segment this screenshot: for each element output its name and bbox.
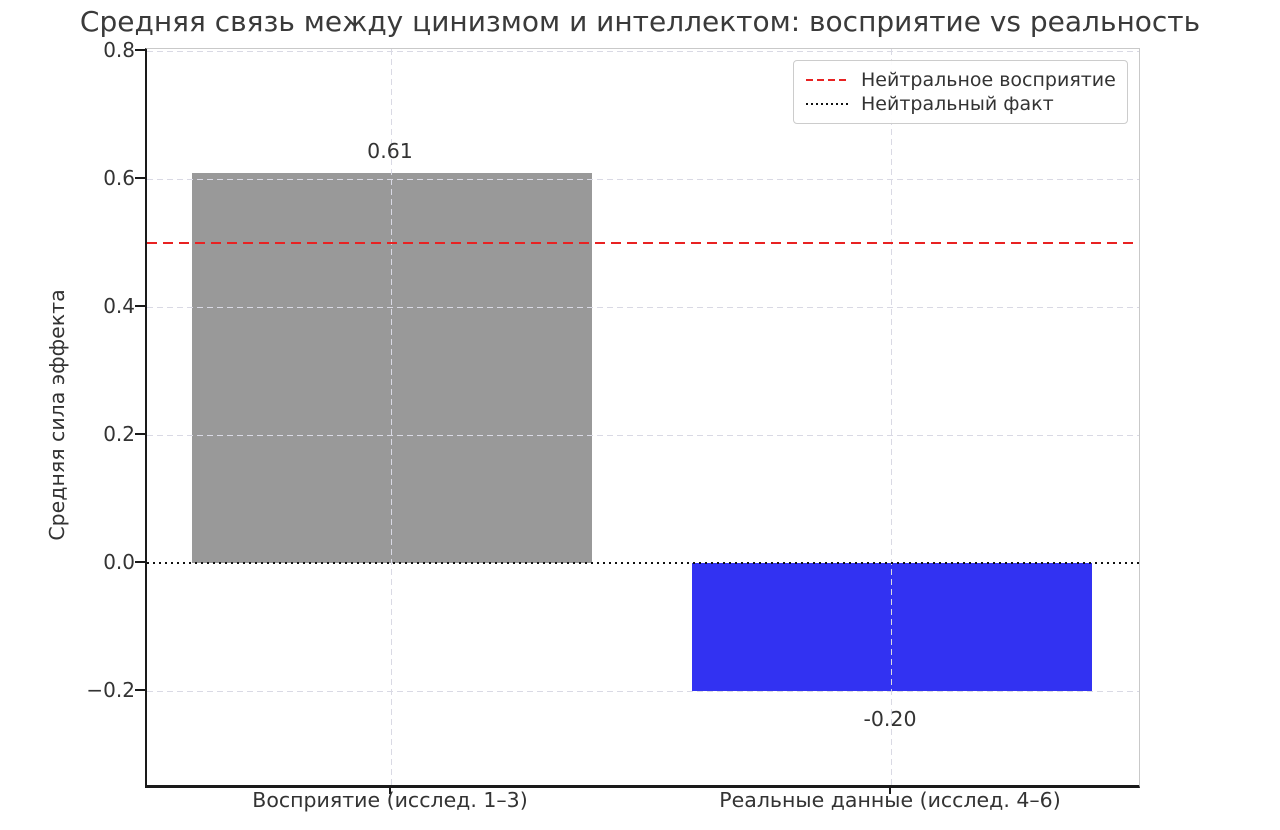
- legend-entry-neutral-perception: Нейтральное восприятие: [806, 68, 1116, 92]
- black-dotted-line-icon: [806, 103, 848, 105]
- y-tick-mark: [135, 49, 145, 51]
- plot-area: [145, 48, 1140, 788]
- x-tick-mark: [389, 785, 391, 794]
- gridline-horizontal: [147, 307, 1139, 308]
- y-tick-label: 0.6: [103, 166, 135, 190]
- red-dashed-line-icon: [806, 79, 848, 81]
- y-tick-mark: [135, 689, 145, 691]
- bar-real-data: [692, 563, 1092, 691]
- y-tick-mark: [135, 305, 145, 307]
- y-tick-mark: [135, 561, 145, 563]
- neutral-perception-line: [147, 242, 1139, 244]
- x-tick-label-real-data: Реальные данные (исслед. 4–6): [719, 788, 1061, 812]
- y-tick-label: 0.0: [103, 550, 135, 574]
- neutral-fact-line: [147, 562, 1139, 564]
- y-axis-label: Средняя сила эффекта: [45, 289, 69, 541]
- gridline-vertical: [891, 49, 892, 785]
- bar-value-label: -0.20: [863, 707, 917, 731]
- y-tick-mark: [135, 177, 145, 179]
- bar-perception: [192, 172, 592, 563]
- gridline-horizontal: [147, 51, 1139, 52]
- gridline-horizontal: [147, 691, 1139, 692]
- y-tick-label: 0.4: [103, 294, 135, 318]
- gridline-vertical: [391, 49, 392, 785]
- legend-label: Нейтральное восприятие: [861, 69, 1116, 91]
- y-tick-label: −0.2: [86, 678, 135, 702]
- legend: Нейтральное восприятие Нейтральный факт: [793, 60, 1128, 124]
- x-tick-mark: [889, 785, 891, 794]
- y-tick-label: 0.8: [103, 38, 135, 62]
- chart-title: Средняя связь между цинизмом и интеллект…: [79, 5, 1201, 38]
- gridline-horizontal: [147, 435, 1139, 436]
- y-tick-label: 0.2: [103, 422, 135, 446]
- legend-entry-neutral-fact: Нейтральный факт: [806, 92, 1115, 116]
- gridline-horizontal: [147, 179, 1139, 180]
- x-tick-label-perception: Восприятие (исслед. 1–3): [252, 788, 528, 812]
- bar-value-label: 0.61: [367, 139, 413, 163]
- y-tick-mark: [135, 433, 145, 435]
- legend-label: Нейтральный факт: [861, 93, 1054, 115]
